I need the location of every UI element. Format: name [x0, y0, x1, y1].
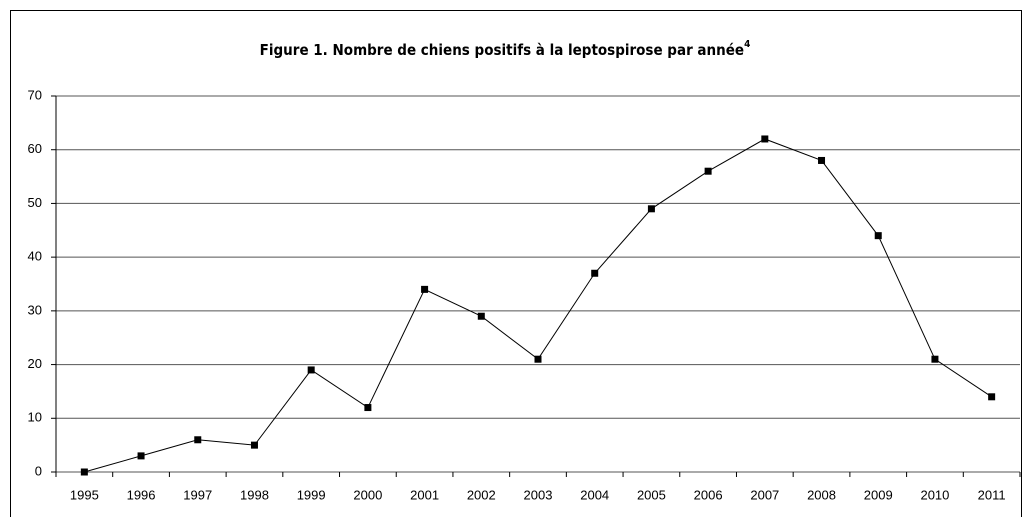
x-tick-label: 2009: [864, 487, 893, 502]
x-tick-label: 2008: [807, 487, 836, 502]
marker: [80, 468, 88, 476]
x-tick-label: 2003: [524, 487, 553, 502]
y-tick-label: 0: [35, 463, 42, 478]
x-tick-label: 2000: [353, 487, 382, 502]
marker: [477, 312, 485, 320]
x-tick-label: 2007: [750, 487, 779, 502]
marker: [137, 452, 145, 460]
x-tick-label: 1995: [70, 487, 99, 502]
y-tick-label: 40: [28, 249, 42, 264]
y-tick-label: 10: [28, 410, 42, 425]
marker: [534, 355, 542, 363]
y-tick-label: 30: [28, 302, 42, 317]
x-tick-label: 1998: [240, 487, 269, 502]
marker: [421, 285, 429, 293]
chart-title: Figure 1. Nombre de chiens positifs à la…: [260, 39, 751, 59]
marker: [364, 404, 372, 412]
y-tick-label: 50: [28, 195, 42, 210]
marker: [874, 232, 882, 240]
title-text: Figure 1. Nombre de chiens positifs à la…: [260, 41, 744, 59]
marker: [307, 366, 315, 374]
x-tick-label: 2006: [694, 487, 723, 502]
marker: [761, 135, 769, 143]
x-tick-label: 2001: [410, 487, 439, 502]
y-tick-label: 60: [28, 141, 42, 156]
marker: [250, 441, 258, 449]
x-tick-label: 2004: [580, 487, 609, 502]
x-tick-label: 1997: [183, 487, 212, 502]
x-tick-label: 1996: [127, 487, 156, 502]
marker: [591, 269, 599, 277]
line: [84, 138, 992, 473]
marker: [647, 205, 655, 213]
marker: [818, 156, 826, 164]
x-tick-label: 2010: [920, 487, 949, 502]
x-tick-label: 2011: [978, 487, 1006, 502]
marker: [704, 167, 712, 175]
x-tick-label: 1999: [297, 487, 326, 502]
y-tick-label: 70: [28, 87, 42, 102]
x-tick-label: 2002: [467, 487, 496, 502]
frame: [10, 10, 1022, 517]
marker: [931, 355, 939, 363]
y-tick-label: 20: [28, 356, 42, 371]
marker: [194, 436, 202, 444]
title-superscript: 4: [744, 39, 750, 50]
marker: [988, 393, 996, 401]
x-tick-label: 2005: [637, 487, 666, 502]
